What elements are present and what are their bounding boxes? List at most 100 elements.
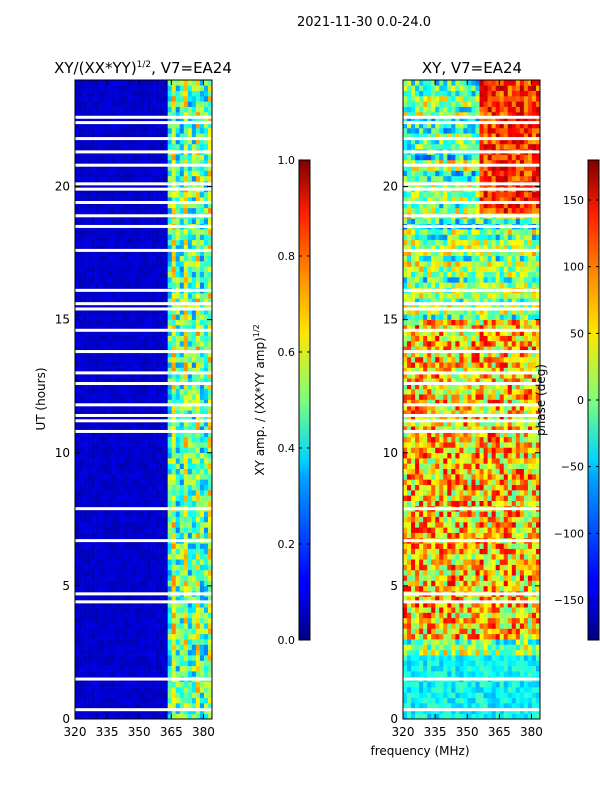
heatmap-cell — [191, 202, 197, 209]
heatmap-cell — [163, 436, 168, 443]
heatmap-cell — [439, 665, 444, 672]
heatmap-cell — [151, 511, 156, 517]
heatmap-cell — [107, 500, 112, 507]
heatmap-cell — [87, 308, 92, 315]
heatmap-cell — [207, 218, 212, 225]
heatmap-cell — [175, 585, 181, 592]
heatmap-cell — [99, 346, 104, 352]
heatmap-cell — [111, 660, 116, 667]
heatmap-cell — [191, 585, 197, 592]
heatmap-cell — [195, 207, 201, 214]
heatmap-cell — [111, 245, 116, 251]
heatmap-cell — [163, 575, 168, 581]
heatmap-cell — [207, 372, 212, 379]
heatmap-cell — [191, 665, 197, 672]
heatmap-cell — [447, 671, 452, 677]
heatmap-cell — [155, 458, 160, 464]
heatmap-cell — [111, 314, 116, 320]
heatmap-cell — [119, 713, 124, 719]
heatmap-cell — [127, 516, 132, 523]
heatmap-cell — [155, 628, 160, 635]
heatmap-cell — [203, 314, 209, 320]
heatmap-cell — [91, 117, 96, 123]
heatmap-cell — [175, 639, 181, 645]
heatmap-cell — [527, 639, 533, 645]
heatmap-cell — [75, 298, 80, 304]
heatmap-cell — [155, 543, 160, 549]
heatmap-cell — [159, 703, 164, 709]
heatmap-cell — [143, 564, 148, 571]
heatmap-cell — [159, 665, 164, 672]
heatmap-cell — [131, 516, 136, 523]
heatmap-cell — [475, 596, 480, 603]
heatmap-cell — [83, 655, 88, 661]
heatmap-cell — [423, 655, 428, 661]
amplitude-colorbar: 0.00.20.40.60.81.0 XY amp. / (XX*YY amp)… — [252, 154, 311, 647]
heatmap-cell — [103, 655, 108, 661]
heatmap-cell — [427, 713, 432, 719]
heatmap-cell — [87, 628, 92, 635]
heatmap-cell — [187, 671, 193, 677]
heatmap-cell — [119, 495, 124, 501]
heatmap-cell — [131, 229, 136, 235]
heatmap-cell — [199, 601, 205, 608]
heatmap-cell — [179, 495, 185, 501]
heatmap-cell — [495, 596, 501, 603]
heatmap-cell — [143, 623, 148, 629]
heatmap-cell — [167, 122, 173, 129]
heatmap-cell — [151, 617, 156, 624]
heatmap-cell — [187, 601, 193, 608]
heatmap-cell — [171, 436, 177, 443]
heatmap-cell — [187, 655, 193, 661]
heatmap-cell — [195, 521, 201, 528]
heatmap-cell — [115, 452, 120, 459]
heatmap-cell — [195, 596, 201, 603]
heatmap-cell — [159, 644, 164, 651]
heatmap-cell — [187, 191, 193, 198]
heatmap-cell — [91, 282, 96, 288]
heatmap-cell — [175, 277, 181, 283]
flagged-row — [75, 413, 212, 417]
heatmap-cell — [83, 713, 88, 719]
heatmap-cell — [171, 681, 177, 688]
heatmap-cell — [79, 293, 84, 299]
heatmap-cell — [171, 191, 177, 198]
heatmap-cell — [495, 692, 501, 699]
heatmap-cell — [479, 713, 484, 719]
heatmap-cell — [83, 426, 88, 432]
heatmap-cell — [79, 378, 84, 384]
heatmap-cell — [467, 639, 472, 645]
heatmap-cell — [127, 404, 132, 411]
heatmap-cell — [203, 330, 209, 336]
flagged-row — [75, 224, 212, 228]
heatmap-cell — [179, 527, 185, 533]
heatmap-cell — [207, 394, 212, 400]
heatmap-cell — [475, 644, 480, 651]
heatmap-cell — [155, 346, 160, 352]
heatmap-cell — [107, 143, 112, 150]
heatmap-cell — [111, 372, 116, 379]
heatmap-cell — [207, 569, 212, 576]
heatmap-cell — [83, 559, 88, 565]
heatmap-cell — [491, 665, 496, 672]
heatmap-cell — [119, 335, 124, 342]
heatmap-cell — [515, 633, 521, 640]
heatmap-cell — [127, 601, 132, 608]
heatmap-cell — [403, 649, 408, 656]
heatmap-cell — [163, 644, 168, 651]
heatmap-cell — [143, 95, 148, 102]
heatmap-cell — [167, 564, 173, 571]
heatmap-cell — [155, 474, 160, 480]
heatmap-cell — [187, 197, 193, 203]
heatmap-cell — [207, 463, 212, 470]
heatmap-cell — [119, 617, 124, 624]
heatmap-cell — [163, 601, 168, 608]
heatmap-cell — [123, 330, 128, 336]
heatmap-cell — [123, 197, 128, 203]
heatmap-cell — [103, 122, 108, 129]
heatmap-cell — [151, 474, 156, 480]
heatmap-cell — [95, 649, 100, 656]
heatmap-cell — [163, 607, 168, 613]
heatmap-cell — [171, 559, 177, 565]
heatmap-cell — [115, 277, 120, 283]
